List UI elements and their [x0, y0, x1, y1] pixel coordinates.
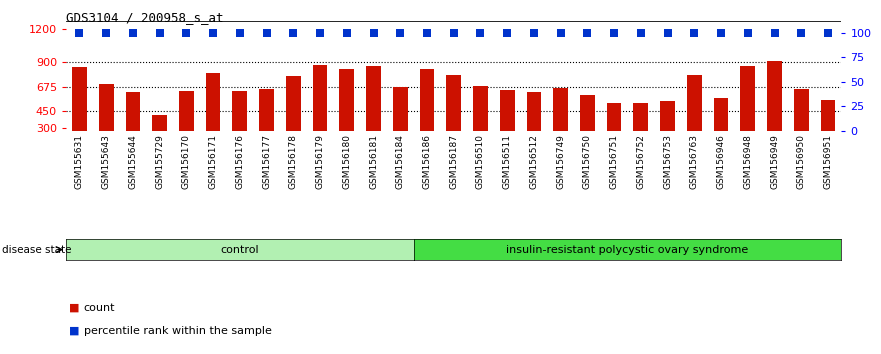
Bar — [233, 91, 248, 161]
Bar — [527, 92, 541, 161]
Point — [286, 31, 300, 36]
Bar — [286, 75, 300, 161]
Text: ■: ■ — [69, 326, 79, 336]
Point — [741, 31, 755, 36]
Point — [714, 31, 728, 36]
Bar — [607, 103, 621, 161]
Point — [607, 31, 621, 36]
Bar — [687, 75, 701, 161]
Text: count: count — [84, 303, 115, 313]
Point — [206, 31, 220, 36]
Point — [420, 31, 434, 36]
Point — [366, 31, 381, 36]
Point — [393, 31, 407, 36]
Bar — [553, 88, 568, 161]
Point — [473, 31, 487, 36]
Text: percentile rank within the sample: percentile rank within the sample — [84, 326, 271, 336]
Bar — [419, 69, 434, 161]
Text: ■: ■ — [69, 303, 79, 313]
Bar — [580, 95, 595, 161]
Bar — [820, 100, 835, 161]
Point — [794, 31, 808, 36]
Bar — [152, 115, 167, 161]
Bar — [447, 75, 461, 161]
Point — [527, 31, 541, 36]
Point — [180, 31, 194, 36]
Bar — [366, 66, 381, 161]
Text: disease state: disease state — [2, 245, 71, 255]
Point — [152, 31, 167, 36]
Point — [100, 31, 114, 36]
Point — [821, 31, 835, 36]
Point — [233, 31, 247, 36]
Bar — [714, 98, 729, 161]
Point — [340, 31, 354, 36]
Point — [767, 31, 781, 36]
Point — [661, 31, 675, 36]
Bar — [767, 61, 781, 161]
Point — [260, 31, 274, 36]
Bar — [794, 90, 809, 161]
Point — [72, 31, 86, 36]
Bar — [393, 87, 408, 161]
Text: insulin-resistant polycystic ovary syndrome: insulin-resistant polycystic ovary syndr… — [507, 245, 749, 255]
Point — [581, 31, 595, 36]
Point — [126, 31, 140, 36]
Bar — [259, 90, 274, 161]
Bar — [660, 101, 675, 161]
Point — [447, 31, 461, 36]
Bar — [473, 86, 488, 161]
Bar — [313, 64, 328, 161]
Bar — [206, 73, 220, 161]
Point — [553, 31, 567, 36]
Bar — [72, 67, 87, 161]
Bar — [633, 103, 648, 161]
Bar — [740, 66, 755, 161]
Text: control: control — [220, 245, 259, 255]
Point — [313, 31, 327, 36]
Point — [500, 31, 515, 36]
Bar — [126, 92, 140, 161]
Point — [687, 31, 701, 36]
Bar — [339, 69, 354, 161]
Bar — [179, 91, 194, 161]
Point — [633, 31, 648, 36]
Text: GDS3104 / 200958_s_at: GDS3104 / 200958_s_at — [66, 11, 224, 24]
Bar — [99, 84, 114, 161]
Bar — [500, 90, 515, 161]
